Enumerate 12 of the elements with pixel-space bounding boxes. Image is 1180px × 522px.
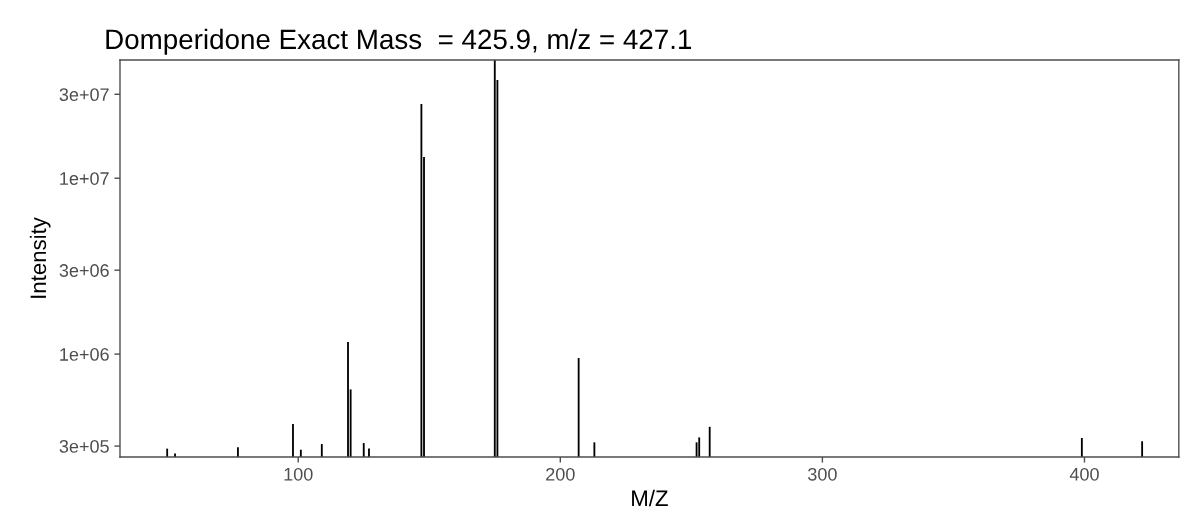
y-axis-title: Intensity: [29, 217, 51, 298]
x-tick-label: 400: [1069, 467, 1099, 481]
y-tick-label: 1e+07: [60, 172, 109, 185]
x-tick-label: 100: [284, 467, 313, 481]
y-tick-label: 3e+05: [59, 440, 109, 453]
x-tick-label: 300: [808, 467, 837, 481]
chart-title: Domperidone Exact Mass = 425.9, m/z = 427.1: [106, 28, 692, 55]
y-tick-label: 3e+07: [59, 88, 109, 102]
y-tick-label: 1e+06: [60, 348, 109, 361]
y-tick-label: 3e+06: [59, 264, 109, 277]
x-axis-title: M/Z: [632, 489, 668, 507]
x-tick-label: 200: [546, 467, 575, 481]
